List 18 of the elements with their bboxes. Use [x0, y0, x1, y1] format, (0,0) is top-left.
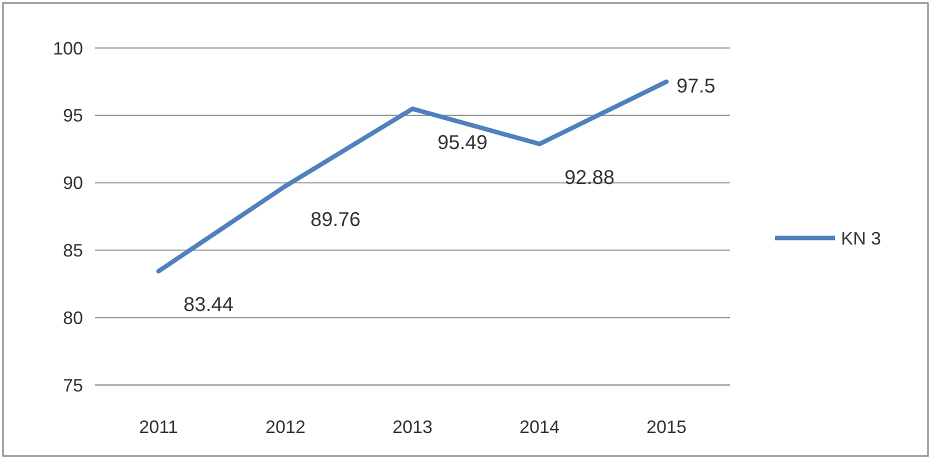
y-tick-label: 75 [62, 375, 83, 396]
data-label: 92.88 [564, 166, 615, 189]
legend-label: KN 3 [841, 228, 882, 248]
line-series [156, 79, 669, 274]
data-label: 95.49 [438, 132, 488, 154]
y-tick-label: 100 [52, 38, 83, 58]
y-tick-label: 80 [62, 308, 83, 328]
data-label: 83.44 [184, 294, 234, 316]
x-tick-label: 2014 [519, 417, 560, 437]
x-tick-label: 2015 [646, 417, 687, 437]
x-tick-label: 2012 [265, 417, 306, 437]
x-tick-label: 2011 [139, 417, 178, 437]
y-tick-label: 85 [62, 240, 83, 260]
x-tick-label: 2013 [392, 417, 433, 437]
y-tick-label: 95 [62, 106, 83, 126]
y-tick-label: 90 [62, 173, 83, 194]
data-label: 89.76 [310, 209, 361, 232]
data-label: 97.5 [676, 76, 716, 98]
